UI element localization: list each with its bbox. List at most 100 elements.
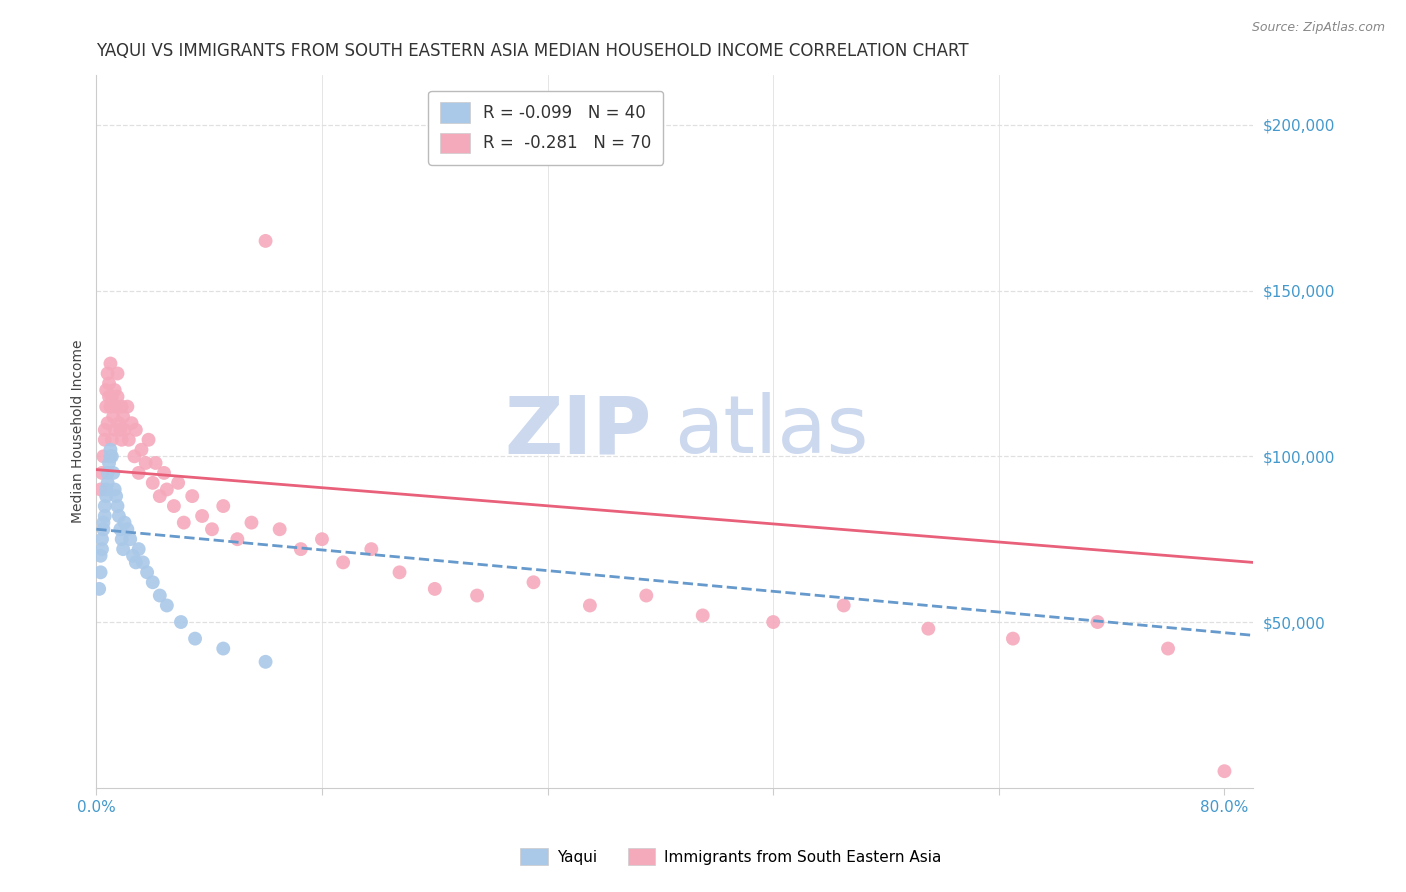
Point [97,416,120,430]
Point [103,466,125,480]
Point [89,582,111,596]
Point [122,549,145,563]
Point [110,522,132,536]
Point [94,508,117,523]
Point [124,450,146,464]
Point [107,390,129,404]
Point [131,442,153,457]
Point [311,532,333,546]
Point [465,589,488,603]
Point [104,383,127,397]
Point [360,542,382,557]
Point [117,400,139,414]
Legend: Yaqui, Immigrants from South Eastern Asia: Yaqui, Immigrants from South Eastern Asi… [515,842,948,871]
Point [112,542,135,557]
Point [104,483,127,497]
Point [97,367,120,381]
Point [423,582,446,596]
Point [136,566,159,580]
Point [142,575,165,590]
Point [1157,641,1180,656]
Point [201,522,224,536]
Point [114,516,136,530]
Point [167,475,190,490]
Point [94,499,117,513]
Point [118,433,141,447]
Point [1001,632,1024,646]
Point [332,555,354,569]
Point [100,400,122,414]
Point [636,589,658,603]
Point [125,423,148,437]
Point [96,383,118,397]
Legend: R = -0.099   N = 40, R =  -0.281   N = 70: R = -0.099 N = 40, R = -0.281 N = 70 [429,91,664,165]
Point [111,532,134,546]
Point [98,456,121,470]
Point [121,416,143,430]
Point [96,489,118,503]
Point [103,409,125,424]
Point [1213,764,1236,779]
Point [156,599,179,613]
Point [149,489,172,503]
Point [156,483,179,497]
Point [111,433,134,447]
Point [112,409,135,424]
Point [142,475,165,490]
Point [149,589,172,603]
Point [120,532,142,546]
Point [128,542,150,557]
Point [100,450,122,464]
Point [762,615,785,629]
Point [90,549,112,563]
Point [153,466,176,480]
Point [105,489,128,503]
Point [91,466,114,480]
Point [107,499,129,513]
Point [163,499,186,513]
Point [254,234,277,248]
Point [101,450,124,464]
Point [94,433,117,447]
Point [98,390,121,404]
Point [97,475,120,490]
Point [100,442,122,457]
Point [98,376,121,391]
Point [212,641,235,656]
Point [97,466,120,480]
Point [184,632,207,646]
Point [128,466,150,480]
Point [138,433,160,447]
Point [173,516,195,530]
Point [104,423,127,437]
Point [93,522,115,536]
Point [132,555,155,569]
Text: atlas: atlas [675,392,869,470]
Point [135,456,157,470]
Point [90,566,112,580]
Point [579,599,602,613]
Point [100,357,122,371]
Point [191,508,214,523]
Point [388,566,411,580]
Y-axis label: Median Household Income: Median Household Income [72,340,86,524]
Point [240,516,263,530]
Point [94,423,117,437]
Point [117,522,139,536]
Point [90,483,112,497]
Point [125,555,148,569]
Point [96,483,118,497]
Point [290,542,312,557]
Point [145,456,167,470]
Point [96,400,118,414]
Point [101,390,124,404]
Point [212,499,235,513]
Point [226,532,249,546]
Point [108,508,131,523]
Point [170,615,193,629]
Point [91,532,114,546]
Point [91,542,114,557]
Point [93,450,115,464]
Point [832,599,855,613]
Point [93,516,115,530]
